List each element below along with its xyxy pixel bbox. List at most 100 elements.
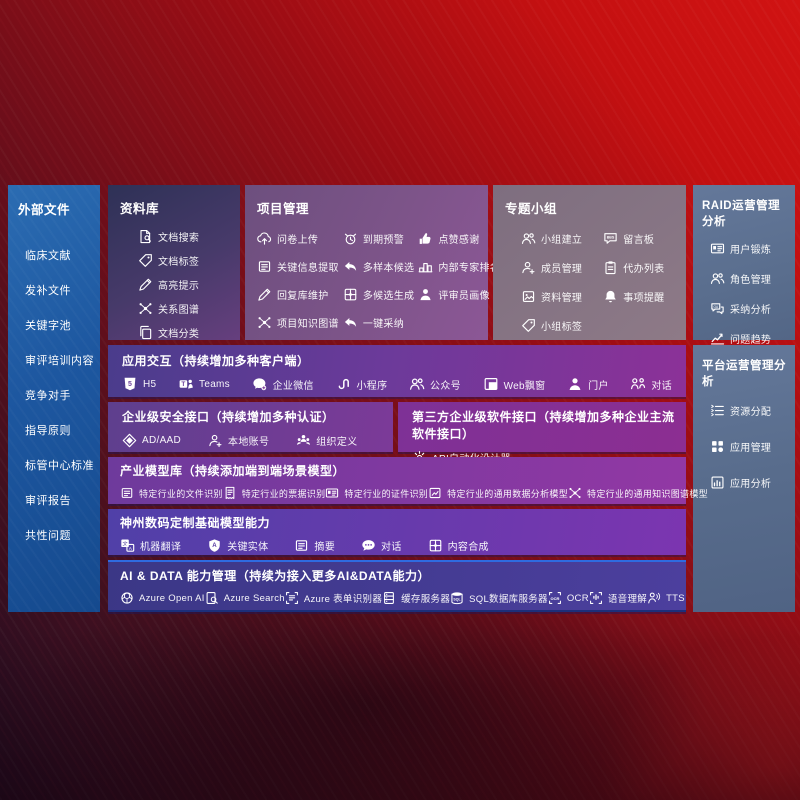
feature-label: 小组标签 <box>541 322 583 333</box>
auth-item[interactable]: 本地账号 <box>208 433 269 448</box>
service-item[interactable]: OCR OCR <box>548 591 589 605</box>
sidebar-item[interactable]: 关键字池 <box>25 320 71 332</box>
capability-item[interactable]: 内容合成 <box>428 538 489 553</box>
panel-title: 平台运营管理分析 <box>702 360 786 388</box>
client-item[interactable]: 5 H5 <box>122 376 156 392</box>
feature-item[interactable]: 多样本候选 <box>343 259 415 274</box>
feature-item[interactable]: 高亮提示 <box>138 277 234 292</box>
panel-title: 第三方企业级软件接口（持续增加多种企业主流软件接口） <box>412 410 675 441</box>
feature-item[interactable]: 用户锻炼 <box>710 241 791 256</box>
feature-item[interactable]: 到期预警 <box>343 231 415 246</box>
feature-item[interactable]: 一键采纳 <box>343 315 415 330</box>
service-label: Azure 表单识别器 <box>303 594 383 605</box>
feature-item[interactable]: 回复库维护 <box>257 287 339 302</box>
capability-item[interactable]: 对话 <box>361 538 402 553</box>
feature-item[interactable]: 应用分析 <box>710 475 791 490</box>
client-item[interactable]: 企业微信 <box>252 376 314 392</box>
feature-item[interactable]: 应用管理 <box>710 439 791 454</box>
client-item[interactable]: 门户 <box>567 376 609 392</box>
service-item[interactable]: SQL SQL数据库服务器 <box>450 591 548 605</box>
model-item[interactable]: 特定行业的通用数据分析模型 <box>428 486 568 500</box>
capability-label: 内容合成 <box>447 542 489 553</box>
feature-label: 文档分类 <box>158 329 200 340</box>
capability-item[interactable]: A 关键实体 <box>207 538 268 553</box>
svg-text:OCR: OCR <box>550 596 559 601</box>
model-label: 特定行业的通用知识图谱模型 <box>587 488 708 499</box>
h5-icon: 5 <box>122 376 138 392</box>
platform-item-list: 资源分配 应用管理 应用分析 <box>702 403 791 490</box>
feature-item[interactable]: 文档标签 <box>138 253 234 268</box>
capability-label: 机器翻译 <box>140 542 182 553</box>
service-label: 缓存服务器 <box>401 594 451 605</box>
feature-item[interactable]: 项目知识图谱 <box>257 315 339 330</box>
tag-icon <box>138 253 153 268</box>
sidebar-item[interactable]: 标管中心标准 <box>25 460 94 472</box>
sidebar-item[interactable]: 审评报告 <box>25 495 71 507</box>
model-item[interactable]: 特定行业的文件识别 <box>120 486 223 500</box>
model-item[interactable]: 特定行业的证件识别 <box>325 486 428 500</box>
receipt-icon <box>223 486 237 500</box>
sidebar-item[interactable]: 临床文献 <box>25 250 71 262</box>
sidebar-item[interactable]: 审评培训内容 <box>25 355 94 367</box>
feature-item[interactable]: 关键信息提取 <box>257 259 339 274</box>
feature-item[interactable]: 问卷上传 <box>257 231 339 246</box>
model-item[interactable]: 特定行业的票据识别 <box>223 486 326 500</box>
highlight-pencil-icon <box>138 277 153 292</box>
feature-item[interactable]: QA 采纳分析 <box>710 301 791 316</box>
service-item[interactable]: TTS <box>647 591 685 605</box>
svg-text:A: A <box>213 542 218 549</box>
feature-item[interactable]: 问题趋势 <box>710 331 791 346</box>
service-item[interactable]: 语音理解 <box>589 591 647 605</box>
project-item-grid: 问卷上传 到期预警 点赞感谢 关键信息提取 多样本候选 内部专家排名 <box>257 231 500 330</box>
feature-item[interactable]: 文档分类 <box>138 325 234 340</box>
feature-item[interactable]: BBS 留言板 <box>603 231 680 246</box>
app-chart-icon <box>710 475 725 490</box>
feature-label: 多候选生成 <box>362 291 415 302</box>
client-item[interactable]: 对话 <box>630 376 672 392</box>
feature-item[interactable]: 小组建立 <box>521 231 599 246</box>
web-window-icon <box>483 376 499 392</box>
feature-item[interactable]: 代办列表 <box>603 260 680 275</box>
feature-label: 点赞感谢 <box>438 235 480 246</box>
feature-item[interactable]: 资料管理 <box>521 289 599 304</box>
model-label: 特定行业的票据识别 <box>241 488 326 499</box>
service-label: TTS <box>666 592 685 604</box>
feature-item[interactable]: 事项提醒 <box>603 289 680 304</box>
sidebar-item[interactable]: 共性问题 <box>25 530 71 542</box>
model-label: 特定行业的通用数据分析模型 <box>447 488 569 499</box>
client-item[interactable]: Web飘窗 <box>483 376 546 392</box>
service-item[interactable]: Azure 表单识别器 <box>285 591 382 605</box>
panel-title: 资料库 <box>120 202 160 216</box>
auth-item[interactable]: AD/AAD <box>122 433 181 448</box>
sidebar-item[interactable]: 竞争对手 <box>25 390 71 402</box>
feature-item[interactable]: 资源分配 <box>710 403 791 418</box>
capability-item[interactable]: 摘要 <box>294 538 335 553</box>
auth-item[interactable]: 组织定义 <box>296 433 357 448</box>
document-file-icon <box>120 486 134 500</box>
service-label: Azure Open AI <box>139 592 205 604</box>
service-item[interactable]: 缓存服务器 <box>382 591 450 605</box>
feature-item[interactable]: 内部专家排名 <box>418 259 500 274</box>
sidebar-item[interactable]: 指导原则 <box>25 425 71 437</box>
feature-item[interactable]: 文档搜索 <box>138 229 234 244</box>
sidebar-item[interactable]: 发补文件 <box>25 285 71 297</box>
client-item[interactable]: T Teams <box>178 376 230 392</box>
feature-item[interactable]: 评审员画像 <box>418 287 500 302</box>
service-item[interactable]: Azure Open AI <box>120 591 205 605</box>
openai-icon <box>120 591 134 605</box>
feature-item[interactable]: 点赞感谢 <box>418 231 500 246</box>
feature-item[interactable]: 关系图谱 <box>138 301 234 316</box>
feature-item[interactable]: 角色管理 <box>710 271 791 286</box>
people-icon <box>710 271 725 286</box>
client-item[interactable]: 小程序 <box>335 376 387 392</box>
feature-item[interactable]: 成员管理 <box>521 260 599 275</box>
feature-item[interactable]: 多候选生成 <box>343 287 415 302</box>
relation-graph-icon <box>257 315 272 330</box>
model-item[interactable]: 特定行业的通用知识图谱模型 <box>568 486 708 500</box>
panel-title: 外部文件 <box>18 203 71 217</box>
feature-item[interactable]: 小组标签 <box>521 318 599 333</box>
client-item[interactable]: 公众号 <box>409 376 461 392</box>
service-item[interactable]: Azure Search <box>205 591 285 605</box>
